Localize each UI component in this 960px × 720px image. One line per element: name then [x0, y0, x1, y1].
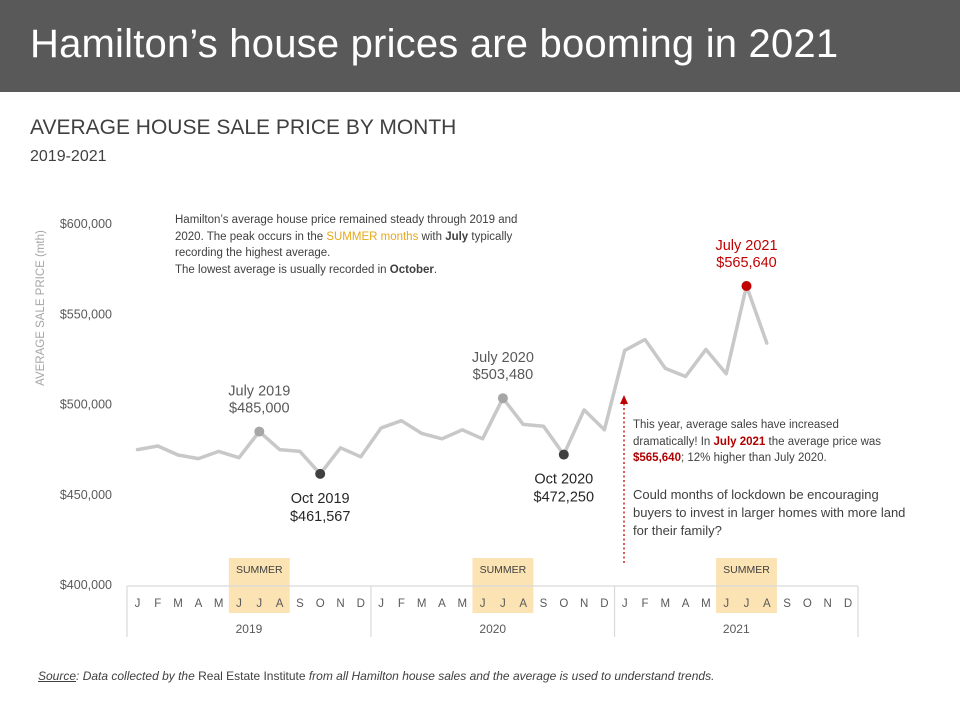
x-tick-label: J	[135, 598, 141, 610]
x-tick-label: F	[398, 598, 405, 610]
y-tick-label: $400,000	[60, 578, 112, 592]
intro-text-4: The lowest average is usually recorded i…	[175, 263, 390, 276]
page-title: Hamilton’s house prices are booming in 2…	[30, 22, 839, 66]
x-tick-label: A	[276, 598, 284, 610]
x-tick-label: J	[256, 598, 262, 610]
annotation-label: July 2020	[472, 350, 534, 366]
x-tick-label: S	[540, 598, 548, 610]
x-tick-label: J	[378, 598, 384, 610]
x-tick-label: J	[480, 598, 486, 610]
x-tick-label: A	[438, 598, 446, 610]
price-line	[135, 284, 769, 476]
y-tick-label: $500,000	[60, 398, 112, 412]
data-point-marker	[558, 449, 569, 460]
source-note: Source: Data collected by the Real Estat…	[38, 669, 714, 683]
x-tick-label: M	[417, 598, 427, 610]
this-year-price-text: $565,640	[633, 452, 681, 464]
summer-label: SUMMER	[480, 564, 527, 576]
intro-october-text: October	[389, 263, 434, 276]
annotation-label: July 2021	[715, 238, 777, 254]
annotation-value: $565,640	[716, 255, 776, 271]
x-tick-label: S	[783, 598, 791, 610]
this-year-text-1: This year, average sales have increased …	[633, 419, 839, 448]
x-tick-label: A	[195, 598, 203, 610]
annotation-label: Oct 2020	[534, 472, 593, 488]
source-text-2: from all Hamilton house sales and the av…	[305, 669, 715, 683]
x-tick-label: M	[173, 598, 183, 610]
x-tick-label: N	[336, 598, 344, 610]
annotation-label: Oct 2019	[291, 491, 350, 507]
annotation-value: $503,480	[473, 367, 533, 383]
title-banner: Hamilton’s house prices are booming in 2…	[0, 0, 960, 92]
intro-note: Hamilton’s average house price remained …	[175, 212, 535, 278]
source-institute: Real Estate Institute	[198, 669, 306, 683]
annotation-value: $485,000	[229, 401, 289, 417]
this-year-note: This year, average sales have increased …	[633, 417, 903, 467]
intro-text-5: .	[433, 263, 438, 276]
x-tick-label: J	[622, 598, 628, 610]
y-axis-title: AVERAGE SALE PRICE (mth)	[35, 230, 47, 386]
source-text-1: : Data collected by the	[76, 669, 199, 683]
x-tick-label: D	[357, 598, 365, 610]
x-tick-label: O	[559, 598, 568, 610]
data-point-marker	[497, 393, 508, 404]
data-point-marker	[254, 426, 265, 437]
x-tick-label: A	[519, 598, 527, 610]
x-tick-label: D	[844, 598, 852, 610]
trend-arrow-head	[620, 395, 628, 404]
x-tick-label: M	[701, 598, 711, 610]
x-tick-label: J	[723, 598, 729, 610]
chart-subtitle: 2019-2021	[30, 148, 107, 165]
intro-summer-text: SUMMER months	[326, 230, 419, 243]
this-year-text-2: the average price was	[765, 435, 882, 448]
x-tick-label: J	[236, 598, 242, 610]
x-tick-label: O	[803, 598, 812, 610]
this-year-text-3: ; 12% higher than July 2020.	[680, 452, 827, 464]
x-tick-label: M	[214, 598, 224, 610]
x-tick-label: N	[824, 598, 832, 610]
question-note: Could months of lockdown be encouraging …	[633, 487, 906, 538]
x-tick-label: M	[661, 598, 671, 610]
x-tick-label: F	[641, 598, 648, 610]
intro-text-1: Hamilton’s average house price remained …	[175, 214, 518, 243]
annotation-value: $461,567	[290, 509, 350, 525]
summer-label: SUMMER	[236, 564, 283, 576]
chart-title: AVERAGE HOUSE SALE PRICE BY MONTH	[30, 116, 457, 139]
data-point-marker	[315, 468, 326, 479]
annotation-value: $472,250	[534, 490, 594, 506]
x-tick-label: O	[316, 598, 325, 610]
source-label: Source	[38, 669, 77, 683]
year-label: 2021	[723, 622, 750, 636]
summer-label: SUMMER	[723, 564, 770, 576]
y-tick-label: $550,000	[60, 307, 112, 321]
data-point-marker	[741, 281, 752, 292]
y-tick-label: $450,000	[60, 488, 112, 502]
x-tick-label: A	[763, 598, 771, 610]
x-tick-label: F	[154, 598, 161, 610]
x-tick-label: J	[744, 598, 750, 610]
x-tick-label: N	[580, 598, 588, 610]
annotation-label: July 2019	[228, 384, 290, 400]
x-tick-label: D	[600, 598, 608, 610]
x-tick-label: S	[296, 598, 304, 610]
x-tick-label: J	[500, 598, 506, 610]
this-year-july-text: July 2021	[713, 435, 766, 448]
intro-text-2: with	[418, 230, 446, 243]
x-tick-label: A	[682, 598, 690, 610]
intro-text-3: typically recording the highest average.	[175, 230, 513, 260]
x-tick-label: M	[458, 598, 468, 610]
year-label: 2020	[479, 622, 506, 636]
y-tick-label: $600,000	[60, 217, 112, 231]
intro-july-text: July	[445, 230, 469, 243]
year-label: 2019	[236, 622, 263, 636]
